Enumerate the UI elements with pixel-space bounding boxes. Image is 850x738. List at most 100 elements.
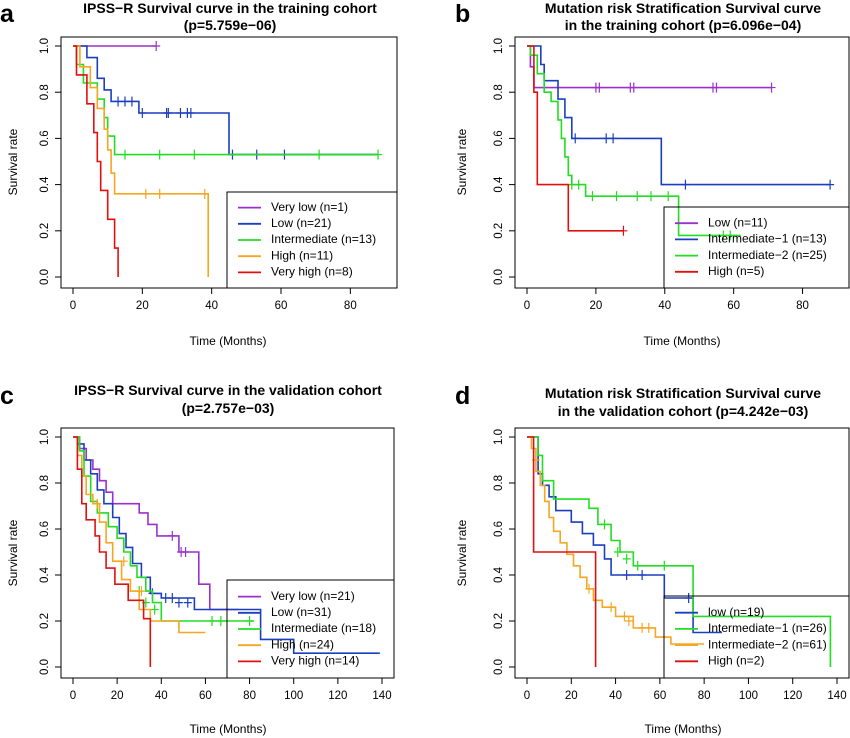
censor-mark-a-3 [155, 188, 164, 199]
chart-subtitle-d: in the validation cohort (p=4.242e−03) [558, 403, 809, 419]
x-tick-label-a: 60 [275, 300, 288, 312]
legend-box-a [226, 191, 398, 289]
censor-mark-b-2 [633, 191, 642, 202]
y-tick-label-c: 0.0 [39, 659, 51, 675]
panel-d: d Mutation risk Stratification Survival … [455, 382, 850, 736]
panel-a: a IPSS−R Survival curve in the training … [0, 0, 398, 348]
series-line-d-3 [527, 436, 597, 667]
censor-mark-a-1 [186, 107, 195, 118]
x-tick-label-d: 40 [609, 690, 622, 702]
legend-label-a-3: High (n=11) [271, 248, 333, 262]
y-axis-title-a: Survival rate [6, 128, 20, 195]
censor-mark-a-2 [155, 149, 164, 160]
y-tick-label-d: 1.0 [493, 429, 505, 445]
series-line-c-4 [73, 436, 152, 667]
legend-label-b-1: Intermediate−1 (n=13) [708, 232, 827, 246]
x-tick-label-d: 120 [783, 690, 802, 702]
x-tick-label-d: 0 [524, 690, 530, 702]
chart-subtitle-a: (p=5.759e−06) [184, 17, 277, 33]
x-tick-label-d: 60 [653, 690, 666, 702]
x-tick-label-c: 120 [328, 690, 347, 702]
x-tick-label-d: 140 [827, 690, 846, 702]
censor-mark-b-2 [647, 191, 655, 202]
panel-label-c: c [0, 382, 14, 410]
censor-mark-d-1 [633, 560, 642, 571]
x-tick-label-d: 80 [698, 690, 711, 702]
legend-box-d [663, 595, 850, 679]
x-tick-label-c: 20 [111, 690, 124, 702]
y-tick-label-d: 0.2 [493, 613, 505, 629]
censor-mark-c-3 [93, 498, 102, 509]
censor-mark-b-1 [602, 133, 611, 144]
y-tick-label-c: 1.0 [39, 429, 51, 445]
legend-label-c-2: Intermediate (n=18) [271, 621, 376, 635]
censor-mark-d-0 [684, 593, 693, 603]
x-tick-label-c: 60 [199, 690, 212, 702]
chart-title-a: IPSS−R Survival curve in the training co… [83, 0, 377, 16]
y-tick-label-a: 0.8 [39, 84, 51, 100]
censor-mark-a-1 [164, 107, 173, 118]
x-tick-label-c: 40 [155, 690, 168, 702]
plot-area-c: 0 20 40 60 80 100 120 140 0.0 0.2 0.4 0.6 0.8 1.0 Very… [39, 427, 395, 702]
legend-label-a-1: Low (n=21) [271, 216, 331, 230]
y-tick-label-a: 0.2 [39, 223, 51, 239]
censor-mark-b-2 [726, 230, 735, 241]
x-axis-title-a: Time (Months) [190, 334, 267, 348]
y-axis-title-d: Survival rate [455, 519, 469, 586]
series-line-d-1 [527, 436, 832, 667]
y-tick-label-a: 0.0 [39, 269, 51, 285]
chart-title-d: Mutation risk Stratification Survival cu… [545, 385, 821, 401]
plot-area-b: 0 20 40 60 80 0.0 0.2 0.4 0.6 0.8 1.0 Low (n=11) Int… [493, 36, 850, 312]
y-tick-label-b: 0.0 [493, 269, 505, 285]
censor-mark-a-2 [190, 149, 199, 160]
censor-mark-b-0 [629, 82, 638, 93]
x-tick-label-c: 0 [70, 690, 76, 702]
censor-mark-b-0 [595, 82, 604, 93]
panel-label-d: d [455, 382, 470, 410]
x-tick-label-b: 60 [727, 300, 740, 312]
x-tick-label-b: 40 [658, 300, 671, 312]
censor-mark-b-2 [574, 179, 583, 190]
plot-area-a: 0 20 40 60 80 0.0 0.2 0.4 0.6 0.8 1.0 Very low (n=1… [39, 36, 398, 312]
y-tick-label-b: 0.2 [493, 223, 505, 239]
chart-title-b: Mutation risk Stratification Survival cu… [545, 0, 821, 16]
y-tick-label-a: 0.4 [39, 176, 51, 193]
censor-mark-a-3 [200, 188, 209, 199]
censor-mark-d-1 [613, 547, 622, 557]
legend-box-c [226, 579, 395, 679]
y-tick-label-b: 1.0 [493, 38, 505, 54]
x-tick-label-a: 20 [136, 300, 149, 312]
y-tick-label-a: 1.0 [39, 38, 51, 54]
series-line-b-1 [527, 45, 831, 186]
panel-label-b: b [455, 0, 470, 28]
chart-subtitle-c: (p=2.757e−03) [182, 400, 275, 416]
x-tick-label-b: 80 [796, 300, 809, 312]
panel-label-a: a [0, 0, 15, 28]
y-tick-label-b: 0.4 [493, 176, 505, 193]
y-tick-label-c: 0.2 [39, 613, 51, 629]
x-tick-label-c: 80 [243, 690, 256, 702]
series-line-a-3 [73, 45, 209, 277]
censor-mark-b-2 [719, 230, 728, 241]
censor-mark-a-0 [152, 41, 161, 51]
legend-label-c-0: Very low (n=21) [271, 589, 355, 603]
censor-mark-c-1 [183, 597, 192, 608]
y-tick-label-b: 0.6 [493, 130, 505, 146]
censor-mark-c-2 [150, 604, 159, 615]
y-tick-label-c: 0.8 [39, 475, 51, 491]
x-axis-title-b: Time (Months) [644, 334, 721, 348]
censor-mark-b-3 [619, 225, 628, 236]
censor-mark-c-2 [208, 616, 217, 626]
legend-label-d-2: Intermediate−2 (n=61) [708, 637, 827, 651]
censor-mark-d-1 [660, 560, 669, 571]
panel-c: c IPSS−R Survival curve in the validatio… [0, 382, 395, 736]
censor-mark-a-1 [176, 107, 185, 118]
chart-title-c: IPSS−R Survival curve in the validation … [74, 382, 382, 398]
censor-mark-a-1 [138, 107, 147, 118]
x-axis-title-d: Time (Months) [645, 722, 722, 736]
x-axis-title-c: Time (Months) [190, 722, 267, 736]
legend-label-b-0: Low (n=11) [708, 215, 767, 229]
x-tick-label-b: 20 [589, 300, 602, 312]
y-axis-title-b: Survival rate [455, 128, 469, 195]
x-tick-label-b: 0 [524, 300, 530, 312]
